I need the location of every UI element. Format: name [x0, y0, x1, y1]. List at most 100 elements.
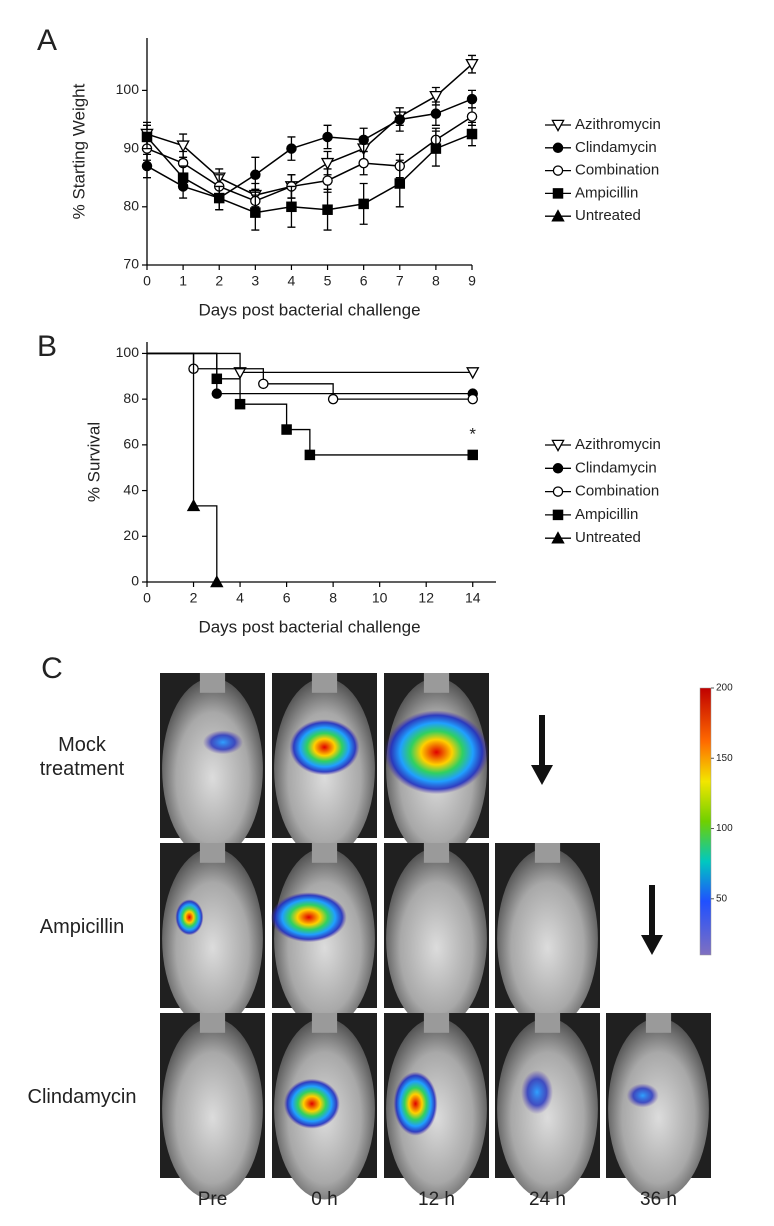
marker	[465, 58, 479, 72]
survival-curve	[147, 352, 473, 395]
marker	[394, 114, 406, 125]
series-line	[146, 115, 473, 202]
legend-marker	[551, 439, 565, 452]
x-tick-label: 10	[372, 590, 388, 606]
marker	[358, 134, 369, 146]
column-label: 12 h	[418, 1189, 455, 1210]
arrow-head	[531, 765, 553, 785]
legend-marker	[551, 119, 565, 132]
signal	[175, 899, 204, 936]
marker	[322, 175, 333, 186]
x-tick-label: 3	[251, 273, 259, 289]
nose-cone	[199, 1013, 226, 1033]
marker	[327, 393, 339, 405]
marker	[186, 498, 201, 512]
x-tick-label: 2	[215, 273, 223, 289]
colorbar-tick-label: 50	[716, 893, 728, 904]
marker	[467, 449, 478, 461]
column-label: Pre	[198, 1189, 228, 1210]
annotation: *	[469, 424, 476, 443]
signal	[203, 730, 243, 755]
legend-label: Combination	[575, 162, 659, 179]
marker	[211, 373, 223, 385]
row-label: Mock treatment	[40, 734, 125, 780]
y-tick-label: 20	[123, 527, 139, 543]
signal	[393, 1071, 438, 1136]
mouse	[608, 1017, 709, 1200]
legend-label: Clindamycin	[575, 139, 657, 156]
marker	[281, 424, 292, 435]
x-tick-label: 4	[288, 273, 296, 289]
legend-label: Untreated	[575, 529, 641, 546]
marker	[211, 388, 223, 399]
y-tick-label: 100	[116, 344, 140, 360]
legend-label: Ampicillin	[575, 184, 638, 201]
series-line	[146, 98, 473, 199]
y-axis-label: % Starting Weight	[69, 83, 88, 219]
panel-label: B	[37, 330, 57, 363]
legend-marker	[552, 165, 564, 176]
signal	[270, 892, 347, 943]
mouse	[162, 1017, 263, 1200]
legend-marker	[551, 531, 565, 544]
y-tick-label: 40	[123, 481, 139, 497]
mouse	[162, 847, 263, 1030]
x-tick-label: 12	[418, 590, 434, 606]
x-tick-label: 4	[236, 590, 244, 606]
panel-label: A	[37, 24, 57, 57]
marker	[250, 207, 261, 218]
legend-label: Clindamycin	[575, 459, 657, 476]
x-tick-label: 6	[283, 590, 291, 606]
column-label: 24 h	[529, 1189, 566, 1210]
x-tick-label: 2	[190, 590, 198, 606]
panel-label: C	[41, 652, 63, 685]
column-label: 36 h	[640, 1189, 677, 1210]
x-tick-label: 6	[360, 273, 368, 289]
legend-label: Combination	[575, 483, 659, 500]
y-tick-label: 100	[116, 81, 140, 97]
signal	[626, 1083, 659, 1108]
marker	[430, 108, 442, 119]
marker	[234, 398, 246, 410]
nose-cone	[423, 673, 450, 693]
nose-cone	[311, 1013, 338, 1033]
signal	[289, 719, 360, 776]
nose-cone	[423, 1013, 450, 1033]
marker	[233, 367, 247, 380]
legend-label: Ampicillin	[575, 506, 638, 523]
legend-marker	[552, 142, 564, 154]
legend-marker	[552, 188, 564, 199]
arrow-head	[641, 935, 663, 955]
marker	[358, 157, 369, 169]
nose-cone	[199, 673, 226, 693]
chart: B 0 20 40 60 80 100 0 2 4 6 8 10 12 14 Days post bacter…	[37, 330, 661, 637]
x-tick-label: 9	[468, 273, 476, 289]
y-tick-label: 70	[123, 256, 139, 272]
survival-curve	[147, 352, 473, 400]
marker	[466, 128, 478, 140]
panel-c: C Mock treatment Ampicillin Clindamycin Pre 0…	[28, 652, 734, 1210]
marker	[430, 143, 442, 154]
x-axis-label: Days post bacterial challenge	[198, 617, 420, 636]
row-label: Ampicillin	[40, 916, 124, 938]
x-tick-label: 8	[432, 273, 440, 289]
marker	[286, 201, 297, 213]
colorbar-tick-label: 200	[716, 683, 733, 694]
row-label: Clindamycin	[28, 1086, 137, 1108]
signal	[521, 1070, 553, 1115]
marker	[210, 575, 224, 588]
nose-cone	[534, 1013, 561, 1033]
x-tick-label: 7	[396, 273, 404, 289]
marker	[177, 172, 189, 183]
legend-marker	[552, 509, 564, 521]
nose-cone	[311, 673, 338, 693]
marker	[304, 449, 316, 461]
nose-cone	[423, 843, 450, 863]
marker	[258, 378, 269, 390]
x-tick-label: 1	[179, 273, 187, 289]
nose-cone	[645, 1013, 672, 1033]
legend-label: Untreated	[575, 207, 641, 224]
marker	[176, 140, 190, 153]
column-label: 0 h	[311, 1189, 337, 1210]
